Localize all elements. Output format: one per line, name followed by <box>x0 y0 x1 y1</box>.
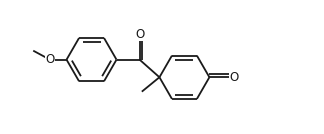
Text: O: O <box>135 27 144 40</box>
Text: O: O <box>45 53 54 66</box>
Text: O: O <box>230 71 239 84</box>
